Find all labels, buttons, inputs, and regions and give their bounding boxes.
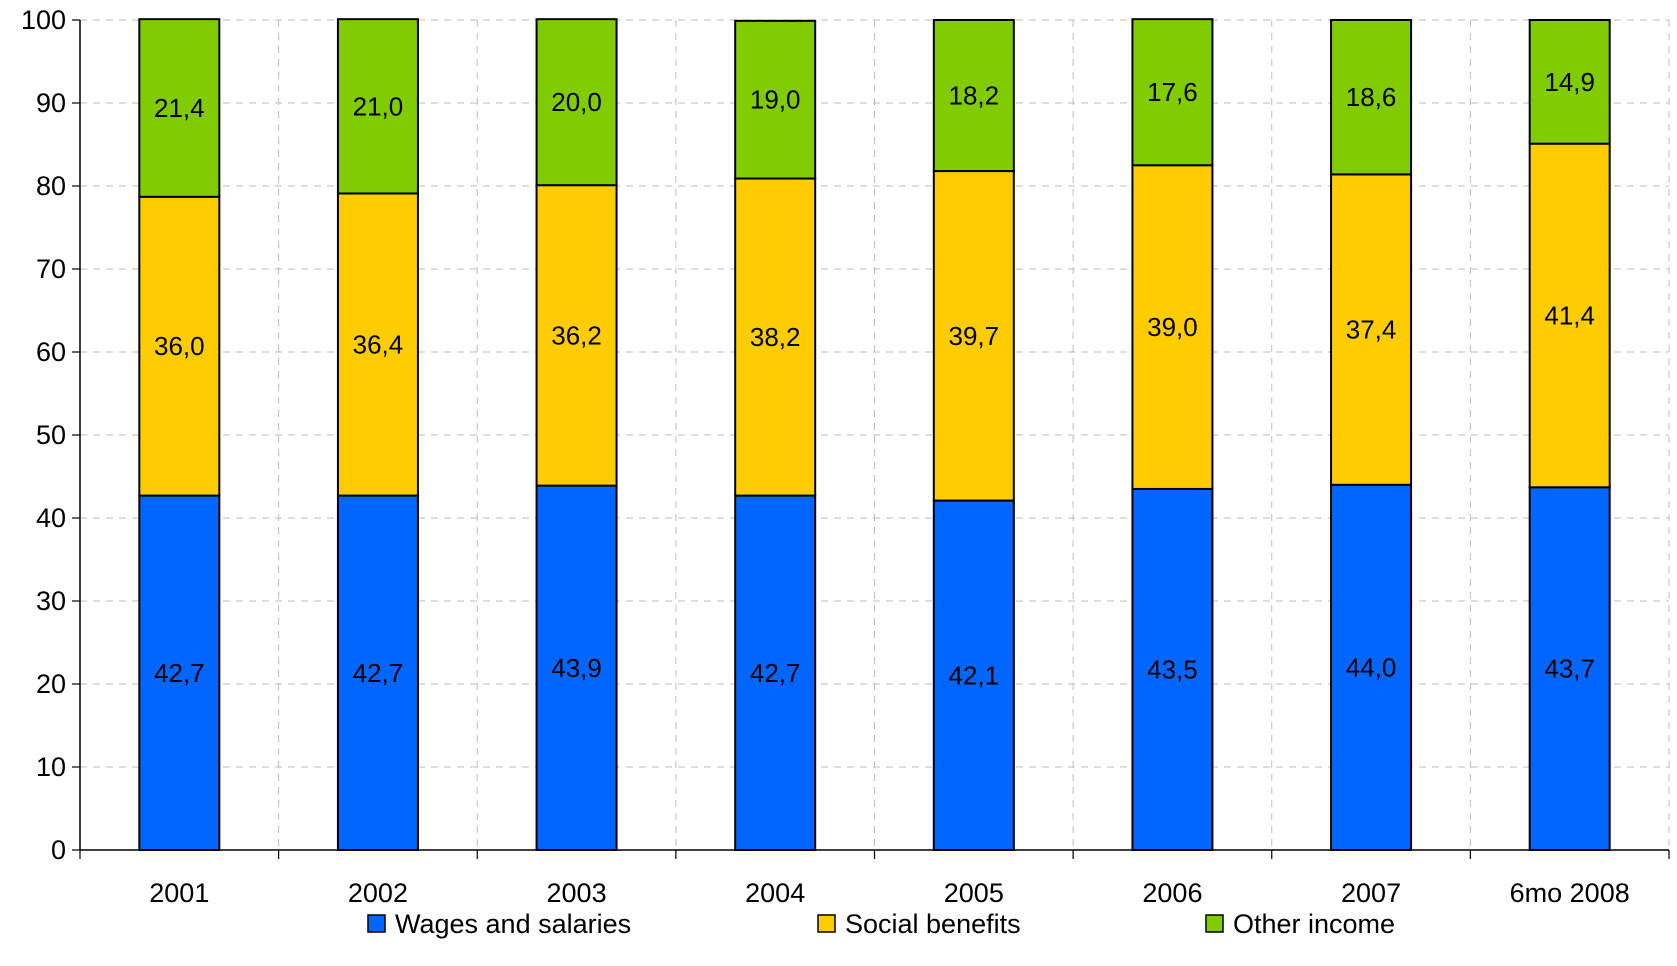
bar-segment [734, 494, 817, 851]
y-tick-label: 80 [36, 171, 66, 201]
data-label: 19,0 [750, 85, 801, 115]
bar-segment [1528, 19, 1611, 145]
y-tick-label: 40 [36, 503, 66, 533]
data-label: 43,5 [1147, 654, 1198, 684]
data-label: 36,2 [551, 320, 602, 350]
data-label: 42,7 [154, 658, 205, 688]
y-tick-label: 100 [21, 5, 66, 35]
x-tick-label: 2001 [149, 878, 209, 908]
bars [138, 18, 1611, 851]
data-label: 21,0 [353, 91, 404, 121]
y-tick-label: 20 [36, 669, 66, 699]
data-label: 39,7 [949, 321, 1000, 351]
x-tick-label: 2006 [1142, 878, 1202, 908]
data-label: 14,9 [1544, 67, 1595, 97]
bar-segment [932, 170, 1015, 502]
bar-segment [535, 484, 618, 851]
bar-segment [932, 499, 1015, 851]
y-tick-label: 30 [36, 586, 66, 616]
bar-segment [336, 192, 419, 497]
data-label: 42,7 [750, 658, 801, 688]
legend-label: Social benefits [845, 909, 1021, 939]
data-label: 18,6 [1346, 82, 1397, 112]
data-label: 21,4 [154, 93, 205, 123]
legend-label: Other income [1233, 909, 1395, 939]
y-tick-label: 0 [51, 835, 66, 865]
bar-segment [336, 494, 419, 851]
legend-swatch [1205, 914, 1224, 933]
data-label: 36,0 [154, 331, 205, 361]
legend: Wages and salaries Social benefits Other i… [367, 909, 1395, 939]
legend-label: Wages and salaries [395, 909, 631, 939]
bar-segment [1528, 486, 1611, 851]
data-label: 38,2 [750, 322, 801, 352]
x-tick-label: 6mo 2008 [1510, 878, 1630, 908]
bar-segment [1330, 173, 1413, 486]
data-label: 37,4 [1346, 315, 1397, 345]
y-tick-label: 60 [36, 337, 66, 367]
bar-segment [1330, 19, 1413, 176]
data-label: 43,7 [1544, 654, 1595, 684]
data-label: 42,7 [353, 658, 404, 688]
data-label: 41,4 [1544, 300, 1595, 330]
bar-segment [734, 19, 817, 180]
bar-segment [138, 195, 221, 497]
data-label: 36,4 [353, 330, 404, 360]
bar-segment [1330, 483, 1413, 851]
data-label: 39,0 [1147, 312, 1198, 342]
bar-segment [932, 19, 1015, 173]
bar-segment [535, 184, 618, 487]
y-tick-label: 50 [36, 420, 66, 450]
data-labels: 42,7 36,0 21,4 42,7 36,4 21,0 43,9 36,2 20,0 42,7… [154, 67, 1595, 690]
legend-swatch [367, 914, 386, 933]
bar-segment [1528, 142, 1611, 489]
data-label: 18,2 [949, 81, 1000, 111]
x-tick-label: 2004 [745, 878, 805, 908]
x-tick-label: 2003 [547, 878, 607, 908]
bar-segment [336, 18, 419, 195]
gridlines [80, 19, 1670, 850]
data-label: 44,0 [1346, 652, 1397, 682]
data-label: 20,0 [551, 87, 602, 117]
bar-segment [138, 494, 221, 851]
bar-segment [535, 18, 618, 187]
bar-segment [1131, 487, 1214, 851]
bar-segment [734, 177, 817, 497]
bar-segment [1131, 18, 1214, 167]
legend-swatch [817, 914, 836, 933]
x-tick-label: 2002 [348, 878, 408, 908]
data-label: 17,6 [1147, 77, 1198, 107]
x-tick-label: 2007 [1341, 878, 1401, 908]
y-tick-label: 90 [36, 88, 66, 118]
data-label: 43,9 [551, 653, 602, 683]
y-tick-label: 70 [36, 254, 66, 284]
x-tick-label: 2005 [944, 878, 1004, 908]
y-tick-label: 10 [36, 752, 66, 782]
axes: 0 10 20 30 40 50 60 70 80 90 100 2001 2002 2003 2004 20… [21, 5, 1670, 908]
bar-segment [138, 18, 221, 198]
data-label: 42,1 [949, 660, 1000, 690]
